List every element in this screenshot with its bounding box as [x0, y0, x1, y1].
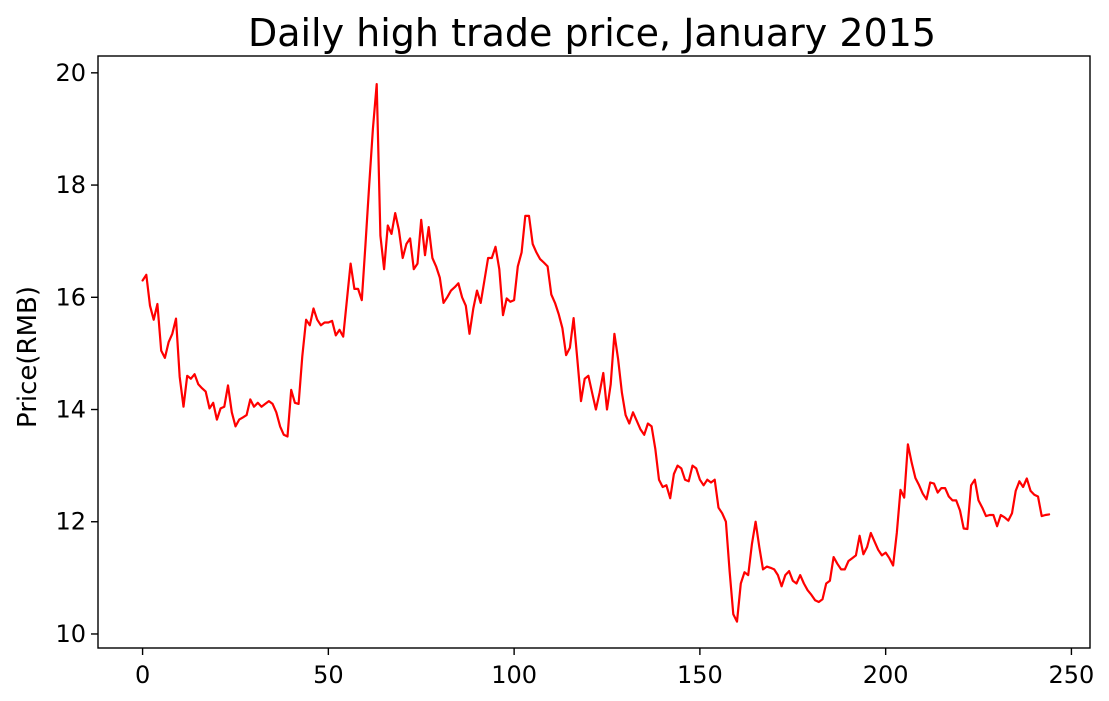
y-axis-label: Price(RMB): [13, 286, 43, 428]
y-tick-label: 16: [55, 283, 86, 311]
x-tick-label: 200: [863, 661, 909, 689]
x-axis: 0 50 100 150 200 250: [135, 648, 1094, 689]
x-tick-label: 250: [1049, 661, 1095, 689]
chart-title: Daily high trade price, January 2015: [248, 11, 936, 55]
plot-area: [97, 55, 1091, 649]
y-tick-label: 14: [55, 396, 86, 424]
x-tick-label: 150: [677, 661, 723, 689]
x-tick-label: 100: [491, 661, 537, 689]
x-tick-label: 50: [313, 661, 344, 689]
y-tick-label: 12: [55, 508, 86, 536]
y-axis: 10 12 14 16 18 20: [55, 59, 98, 648]
x-tick-label: 0: [135, 661, 150, 689]
y-tick-label: 10: [55, 620, 86, 648]
y-tick-label: 18: [55, 171, 86, 199]
y-tick-label: 20: [55, 59, 86, 87]
series-line-0: [141, 82, 1051, 623]
series-layer: [141, 82, 1051, 623]
